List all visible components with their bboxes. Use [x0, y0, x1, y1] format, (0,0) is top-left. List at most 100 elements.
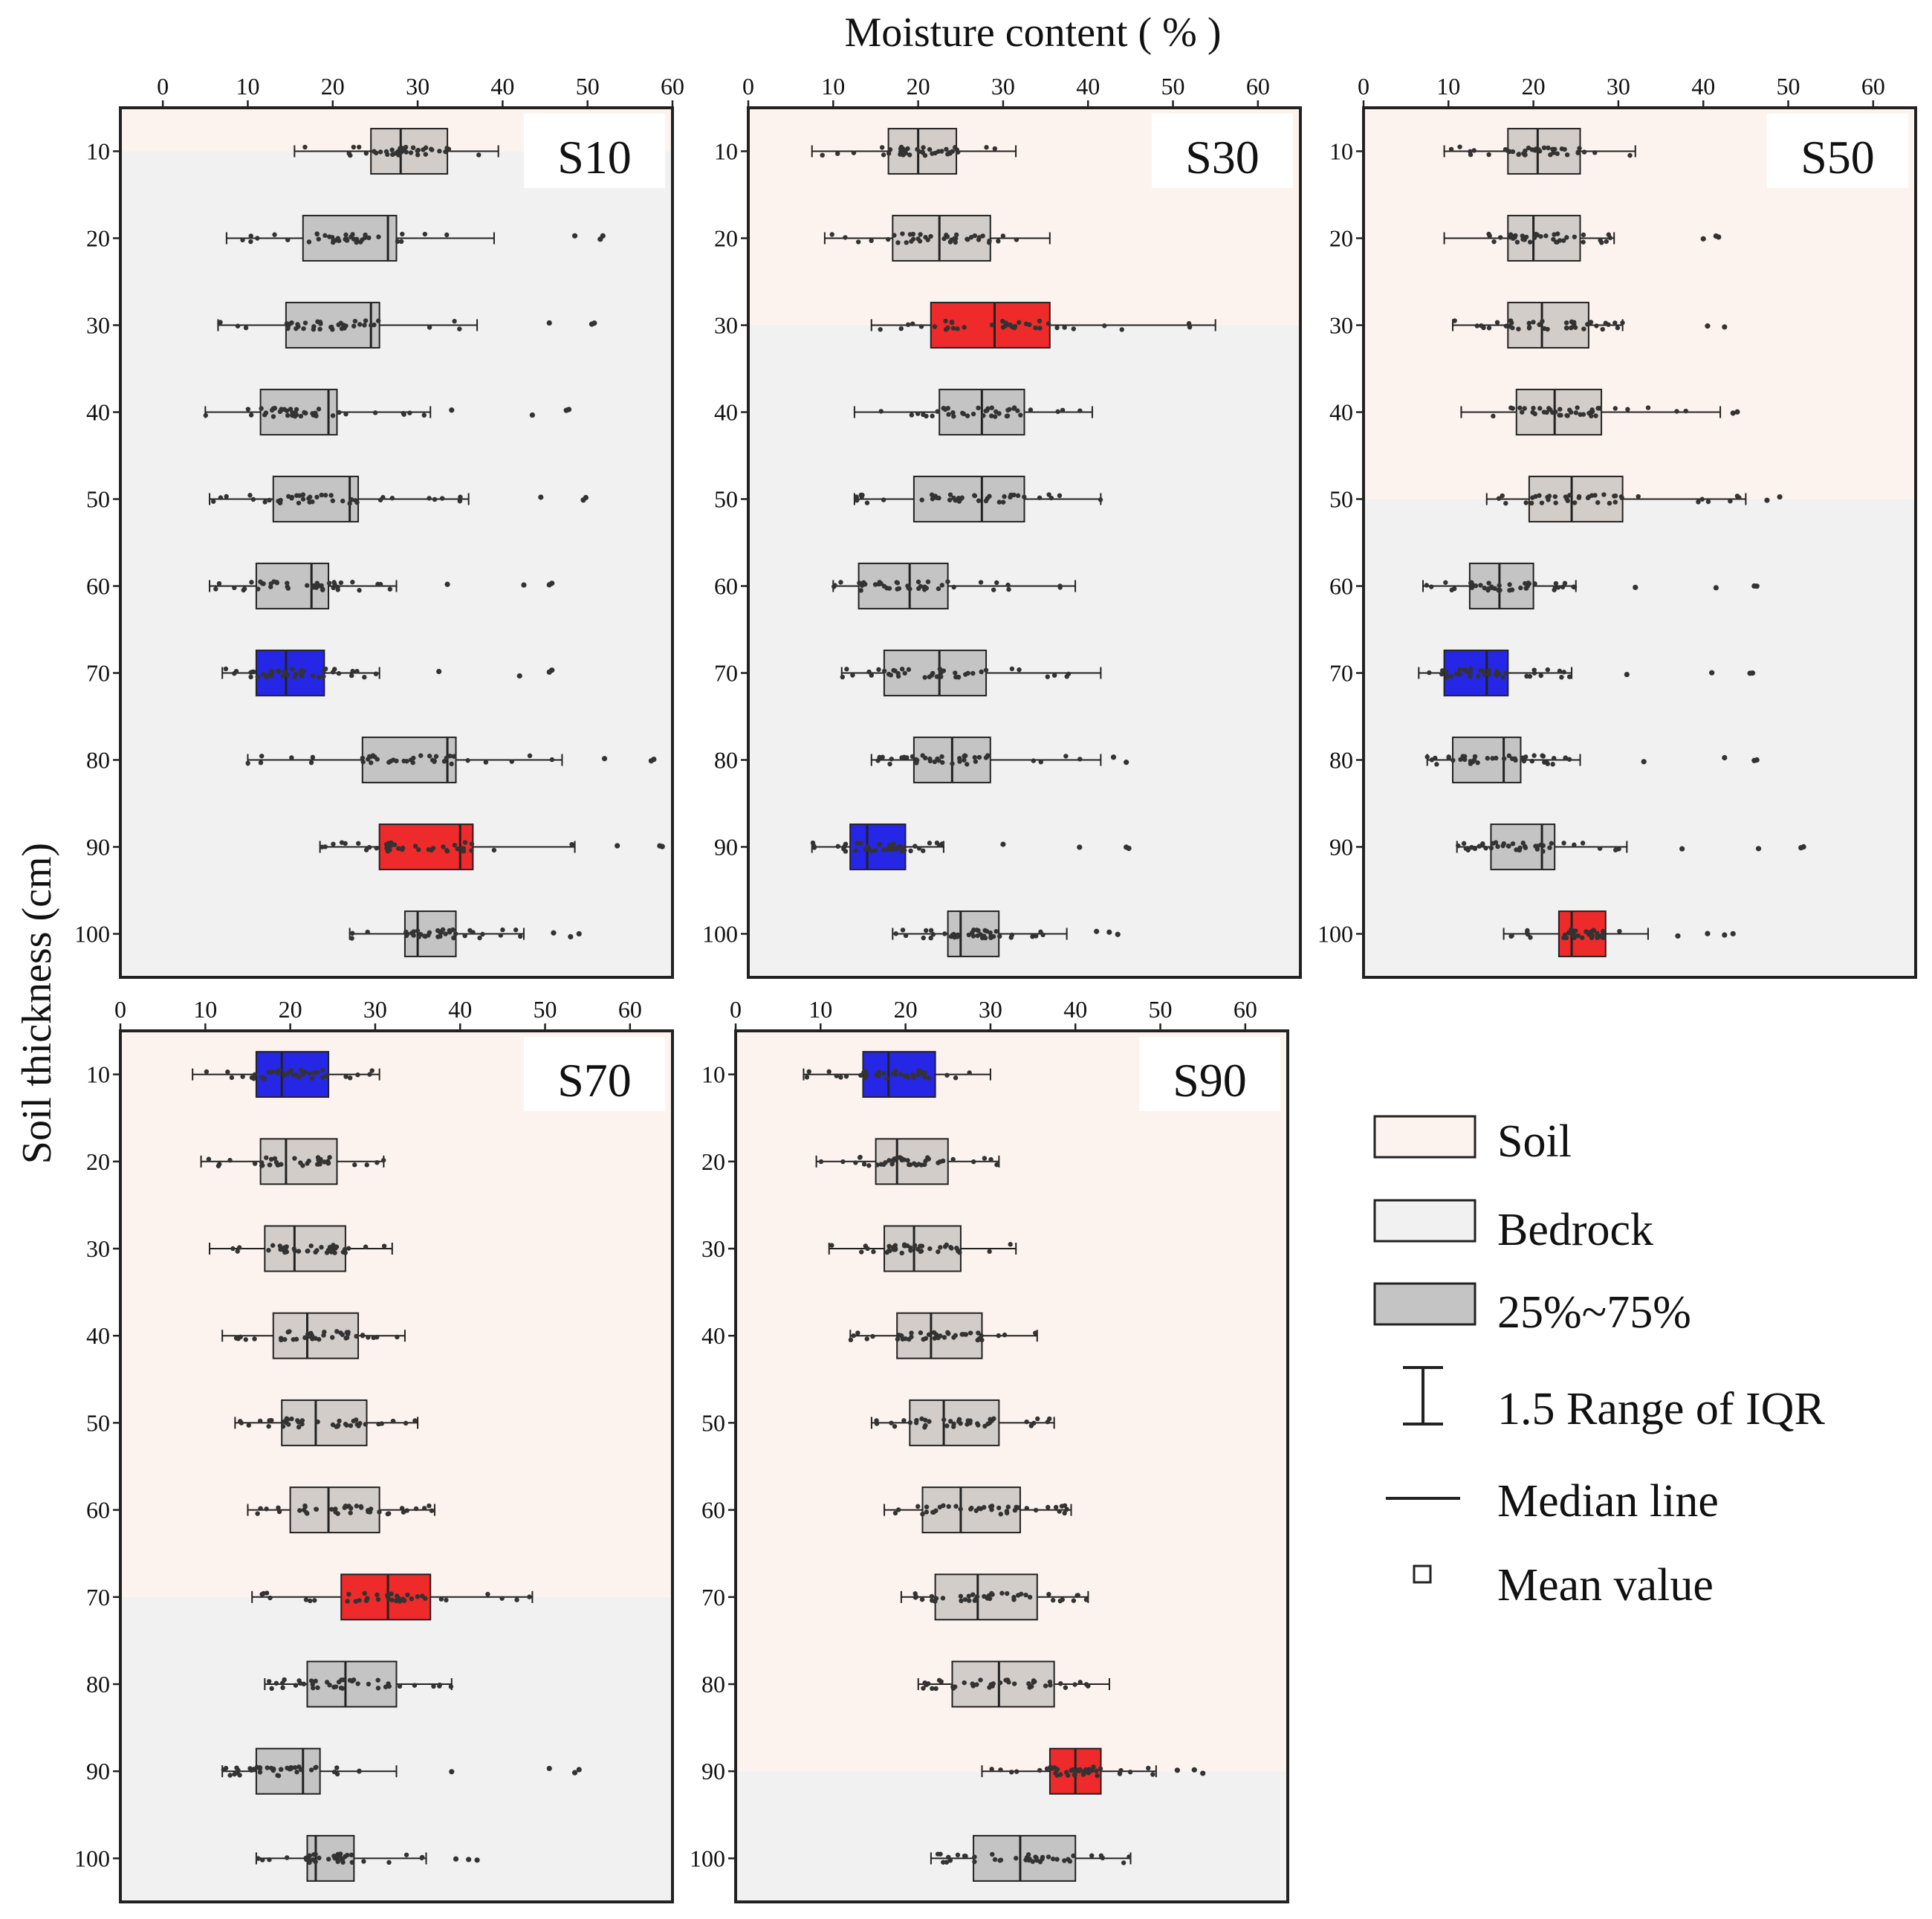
data-point: [1572, 500, 1578, 505]
y-tick-label: 60: [1329, 573, 1353, 600]
data-point: [337, 1418, 342, 1424]
data-point: [938, 1851, 943, 1857]
data-point: [248, 233, 253, 239]
data-point: [970, 411, 976, 417]
data-point: [334, 1424, 339, 1429]
data-point: [1026, 1681, 1031, 1686]
data-point: [338, 580, 344, 586]
data-point: [1063, 1685, 1069, 1690]
data-point: [939, 754, 944, 760]
box-depth-60: [1422, 563, 1760, 609]
data-point: [944, 1423, 950, 1428]
data-point: [883, 1159, 888, 1165]
data-point: [1581, 239, 1586, 245]
data-point: [351, 144, 357, 150]
data-point: [869, 238, 874, 244]
data-point: [1028, 1423, 1034, 1428]
data-point: [377, 1509, 382, 1515]
data-point: [1553, 500, 1558, 505]
data-point: [210, 499, 216, 504]
data-point: [989, 405, 995, 410]
data-point: [569, 841, 574, 847]
data-point: [282, 1336, 288, 1342]
data-point: [250, 496, 256, 502]
data-point: [930, 151, 935, 156]
data-point: [887, 147, 893, 152]
data-point: [874, 1418, 879, 1423]
data-point: [1098, 1766, 1103, 1772]
data-point: [269, 1686, 274, 1692]
data-point: [352, 1162, 357, 1168]
data-point: [924, 928, 929, 933]
data-point: [953, 1504, 959, 1509]
data-point: [1024, 1506, 1029, 1511]
data-point: [1500, 675, 1505, 680]
data-point: [1429, 584, 1434, 589]
data-point: [1494, 755, 1499, 761]
data-point: [1468, 666, 1474, 672]
data-point: [348, 1423, 354, 1428]
data-point: [375, 1596, 381, 1602]
data-point: [399, 1506, 405, 1511]
data-point: [1496, 496, 1502, 501]
data-point: [1457, 672, 1462, 677]
outlier-point: [546, 1765, 552, 1772]
data-point: [919, 1416, 924, 1422]
legend-swatch-soil: [1373, 1115, 1476, 1159]
data-point: [811, 845, 817, 850]
data-point: [899, 666, 905, 672]
data-point: [411, 755, 416, 761]
panel-frame: [119, 1029, 674, 1903]
data-point: [985, 1421, 991, 1427]
data-point: [895, 240, 901, 245]
data-point: [343, 841, 348, 847]
data-point: [393, 151, 398, 156]
data-point: [944, 1072, 950, 1078]
data-point: [377, 149, 383, 155]
outlier-point: [1115, 931, 1121, 937]
data-point: [257, 1765, 263, 1770]
data-point: [443, 931, 448, 936]
data-point: [302, 320, 308, 326]
data-point: [360, 759, 366, 765]
data-point: [1566, 757, 1572, 762]
data-point: [1518, 585, 1523, 591]
box-depth-40: [1460, 389, 1740, 436]
data-point: [1098, 497, 1103, 502]
outlier-point: [1730, 410, 1736, 416]
data-point: [308, 1243, 314, 1249]
data-point: [338, 1685, 344, 1691]
data-point: [921, 412, 926, 418]
data-point: [1525, 931, 1531, 937]
data-point: [470, 930, 476, 935]
data-point: [1557, 668, 1563, 674]
y-tick-label: 10: [701, 1061, 725, 1088]
data-point: [1564, 152, 1570, 158]
data-point: [321, 673, 326, 679]
x-tick-label: 50: [1149, 996, 1173, 1023]
data-point: [293, 671, 299, 677]
data-point: [1564, 326, 1569, 331]
data-point: [965, 670, 970, 676]
data-point: [247, 1766, 253, 1771]
data-point: [427, 496, 432, 501]
data-point: [235, 323, 241, 329]
y-tick-label: 20: [701, 1148, 725, 1175]
data-point: [313, 1765, 318, 1770]
data-point: [886, 1158, 892, 1163]
data-point: [461, 849, 467, 854]
data-point: [1581, 412, 1586, 417]
data-point: [416, 934, 422, 939]
data-point: [1014, 237, 1020, 242]
data-point: [306, 239, 312, 245]
data-point: [1505, 844, 1511, 849]
data-point: [1027, 322, 1032, 328]
data-point: [285, 580, 290, 586]
y-tick-label: 40: [86, 399, 110, 426]
data-point: [1089, 1853, 1095, 1858]
panel-label-bg: [1767, 114, 1908, 188]
data-point: [1033, 325, 1038, 331]
data-point: [305, 1161, 310, 1166]
data-point: [891, 1158, 897, 1163]
